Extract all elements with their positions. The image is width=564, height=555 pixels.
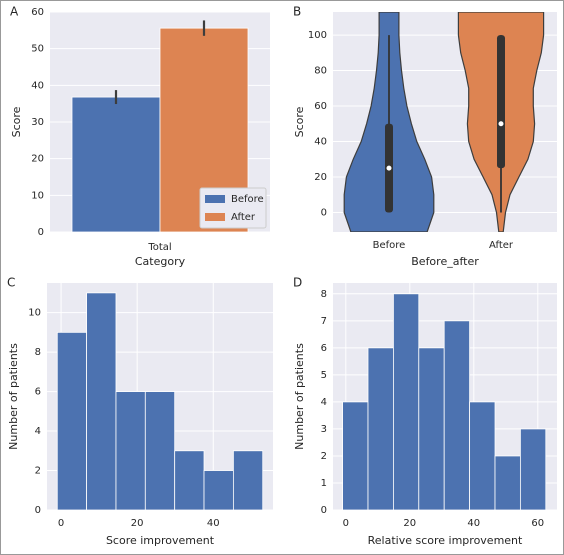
box bbox=[497, 35, 505, 169]
y-tick-label: 8 bbox=[321, 289, 327, 300]
y-tick-label: 2 bbox=[321, 451, 327, 462]
y-tick-label: 7 bbox=[321, 316, 327, 327]
x-tick-label: Before bbox=[373, 240, 406, 251]
y-tick-label: 6 bbox=[321, 343, 327, 354]
histogram-bar bbox=[144, 391, 176, 511]
x-axis-title: Score improvement bbox=[106, 534, 215, 547]
bar bbox=[71, 96, 161, 233]
y-tick-label: 0 bbox=[321, 505, 327, 516]
legend-label: After bbox=[231, 212, 256, 223]
histogram-bar bbox=[115, 391, 146, 511]
x-tick-label: 0 bbox=[343, 518, 349, 529]
y-axis-title: Score bbox=[293, 106, 306, 137]
y-axis-title: Number of patients bbox=[7, 343, 20, 450]
histogram-bar bbox=[519, 428, 547, 511]
x-axis-title: Relative score improvement bbox=[368, 534, 523, 547]
x-tick-label: 40 bbox=[467, 518, 480, 529]
y-tick-label: 1 bbox=[321, 478, 327, 489]
histogram-bar bbox=[174, 450, 205, 511]
y-axis-title: Number of patients bbox=[293, 343, 306, 450]
x-axis-title: Before_after bbox=[411, 255, 479, 268]
y-tick-label: 20 bbox=[314, 172, 327, 183]
y-tick-label: 8 bbox=[35, 347, 41, 358]
y-tick-label: 60 bbox=[314, 101, 327, 112]
y-tick-label: 60 bbox=[31, 7, 44, 18]
y-tick-label: 10 bbox=[28, 308, 41, 319]
histogram-bar bbox=[203, 470, 234, 511]
histogram-bar bbox=[56, 331, 88, 511]
panel-letter: D bbox=[293, 276, 302, 290]
legend-swatch bbox=[205, 195, 225, 203]
histogram-bar bbox=[232, 450, 264, 511]
x-tick-label: 20 bbox=[403, 518, 416, 529]
median bbox=[386, 165, 392, 171]
x-tick-label: Total bbox=[147, 242, 171, 253]
x-tick-label: 0 bbox=[58, 518, 64, 529]
y-tick-label: 100 bbox=[308, 30, 327, 41]
x-tick-label: 60 bbox=[531, 518, 544, 529]
y-tick-label: 50 bbox=[31, 44, 44, 55]
median bbox=[498, 121, 504, 127]
y-tick-label: 80 bbox=[314, 66, 327, 77]
histogram-bar bbox=[494, 455, 521, 511]
x-axis-title: Category bbox=[135, 255, 186, 268]
histogram-bar bbox=[342, 401, 369, 511]
y-tick-label: 10 bbox=[31, 190, 44, 201]
panel-letter: A bbox=[10, 5, 19, 19]
y-tick-label: 2 bbox=[35, 466, 41, 477]
y-tick-label: 0 bbox=[38, 227, 44, 238]
y-tick-label: 3 bbox=[321, 424, 327, 435]
histogram-bar bbox=[443, 320, 471, 511]
y-tick-label: 6 bbox=[35, 387, 41, 398]
panel-letter: B bbox=[293, 5, 301, 19]
panel-letter: C bbox=[7, 276, 15, 290]
histogram-bar bbox=[418, 347, 445, 511]
y-tick-label: 4 bbox=[35, 426, 41, 437]
y-axis-title: Score bbox=[10, 106, 23, 137]
y-tick-label: 30 bbox=[31, 117, 44, 128]
x-tick-label: After bbox=[489, 240, 514, 251]
y-tick-label: 4 bbox=[321, 397, 327, 408]
legend-swatch bbox=[205, 213, 225, 221]
y-tick-label: 40 bbox=[314, 137, 327, 148]
y-tick-label: 40 bbox=[31, 80, 44, 91]
legend-label: Before bbox=[231, 194, 264, 205]
x-tick-label: 20 bbox=[131, 518, 144, 529]
y-tick-label: 20 bbox=[31, 154, 44, 165]
histogram-bar bbox=[367, 347, 394, 511]
y-tick-label: 0 bbox=[35, 505, 41, 516]
violin-group bbox=[343, 12, 545, 232]
histogram-bar bbox=[469, 401, 496, 511]
x-tick-label: 40 bbox=[207, 518, 220, 529]
y-tick-label: 0 bbox=[321, 207, 327, 218]
y-tick-label: 5 bbox=[321, 370, 327, 381]
histogram-bar bbox=[86, 292, 117, 511]
histogram-bar bbox=[393, 293, 420, 511]
